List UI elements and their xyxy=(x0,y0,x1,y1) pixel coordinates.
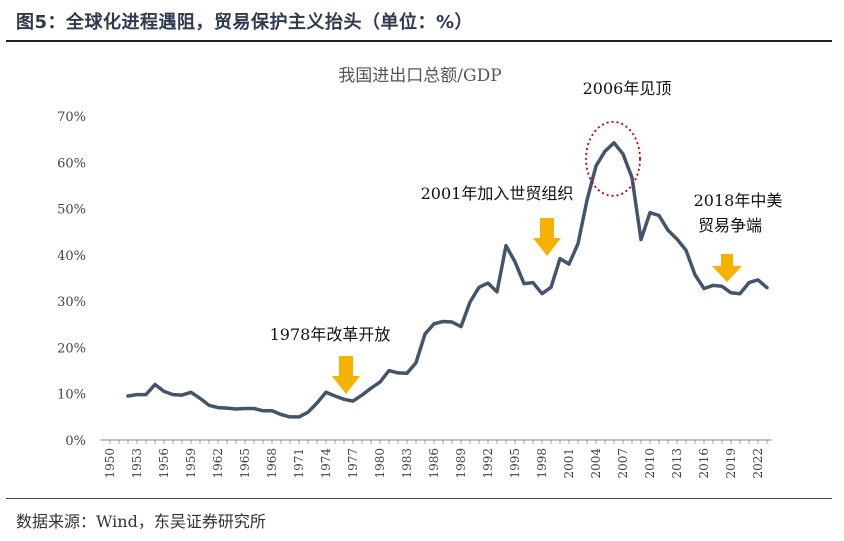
arrow-2001 xyxy=(533,218,561,256)
annotation-text: 贸易争端 xyxy=(698,216,762,235)
series-layer xyxy=(126,141,769,419)
annotation-text: 2001年加入世贸组织 xyxy=(421,184,574,203)
y-tick-label: 30% xyxy=(57,295,86,310)
x-tick-label: 1956 xyxy=(157,448,171,479)
peak-circle xyxy=(585,120,641,197)
series-line xyxy=(126,141,769,419)
top-rule xyxy=(6,40,832,42)
x-tick-label: 1950 xyxy=(103,448,117,479)
figure-title: 图5：全球化进程遇阻，贸易保护主义抬头（单位：%） xyxy=(16,12,474,33)
y-axis: 0% 10% 20% 30% 40% 50% 60% 70% xyxy=(57,110,86,449)
x-tick-label: 2001 xyxy=(562,448,576,479)
x-tick-label: 1965 xyxy=(238,448,252,479)
x-tick-label: 1995 xyxy=(508,448,522,479)
annotation-text: 2018年中美 xyxy=(694,191,783,210)
annotation-text: 2006年见顶 xyxy=(583,79,672,98)
y-tick-label: 40% xyxy=(57,249,86,264)
arrow-2018 xyxy=(712,254,742,282)
x-tick-label: 1983 xyxy=(400,448,414,479)
y-tick-label: 10% xyxy=(57,388,86,403)
x-tick-label: 2022 xyxy=(751,448,765,479)
x-tick-label: 1968 xyxy=(265,448,279,479)
x-tick-label: 1986 xyxy=(427,448,441,479)
x-tick-label: 1962 xyxy=(211,448,225,479)
x-tick-label: 2019 xyxy=(724,448,738,479)
chart-title: 我国进出口总额/GDP xyxy=(338,66,501,86)
y-tick-label: 60% xyxy=(57,156,86,171)
x-tick-label: 1977 xyxy=(346,448,360,479)
arrow-1978 xyxy=(332,356,360,394)
y-tick-label: 0% xyxy=(65,434,86,449)
line-chart: 我国进出口总额/GDP 0% 10% 20% 30% 40% 50% 60% 70% 1950… xyxy=(57,66,783,479)
x-tick-label: 1989 xyxy=(454,448,468,479)
x-tick-label: 1974 xyxy=(319,448,333,479)
x-axis: 1950 1953 1956 1959 1962 1965 1968 1971 1974 1977… xyxy=(100,439,772,479)
x-tick-label: 2013 xyxy=(670,448,684,479)
y-tick-label: 50% xyxy=(57,203,86,218)
x-tick-label: 1998 xyxy=(535,448,549,479)
x-tick-label: 1992 xyxy=(481,448,495,479)
source-note: 数据来源：Wind，东吴证券研究所 xyxy=(16,512,266,531)
x-tick-label: 1953 xyxy=(130,448,144,479)
y-tick-label: 20% xyxy=(57,341,86,356)
bottom-rule xyxy=(6,498,832,499)
x-tick-label: 2010 xyxy=(643,448,657,479)
x-tick-label: 1971 xyxy=(292,448,306,479)
y-tick-label: 70% xyxy=(57,110,86,125)
x-tick-label: 1959 xyxy=(184,448,198,479)
x-tick-label: 2007 xyxy=(616,448,630,479)
x-tick-label: 2016 xyxy=(697,448,711,479)
annotation-text: 1978年改革开放 xyxy=(270,325,391,344)
x-tick-label: 2004 xyxy=(589,448,603,479)
x-tick-label: 1980 xyxy=(373,448,387,479)
